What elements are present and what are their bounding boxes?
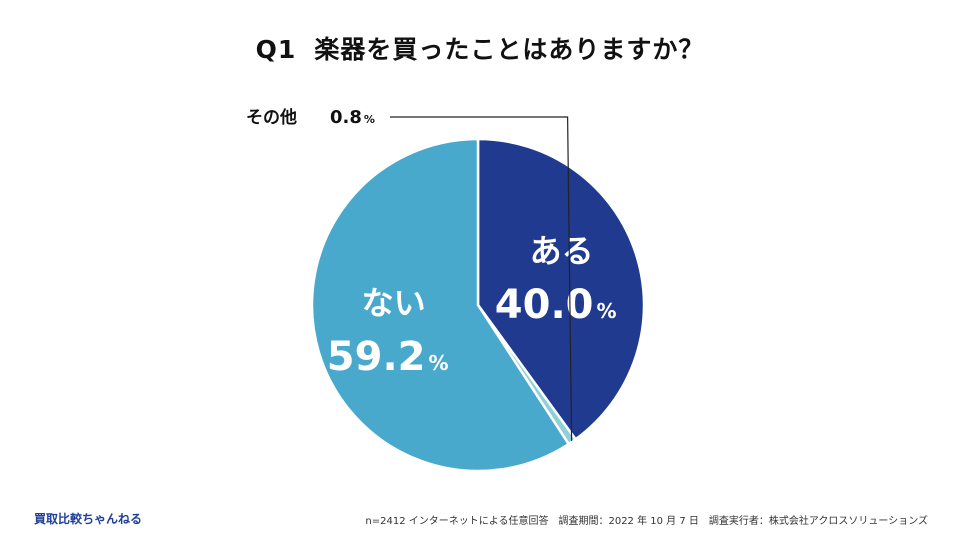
slice-label-1: ある bbox=[530, 232, 594, 270]
leader-line-2 bbox=[390, 116, 573, 441]
pie-slice-1 bbox=[476, 137, 646, 442]
brand-logo-text: 買取比較ちゃんねる bbox=[34, 512, 143, 526]
pie-slice-3 bbox=[310, 137, 571, 473]
slice-unit-1: % bbox=[597, 299, 617, 323]
slice-unit-3: % bbox=[428, 351, 448, 375]
slice-label-2: その他 bbox=[246, 107, 297, 128]
question-number: Q1 bbox=[255, 35, 297, 64]
question-text: 楽器を買ったことはありますか？ bbox=[314, 35, 705, 64]
survey-note: n=2412 インターネットによる任意回答 調査期間：2022 年 10 月 7… bbox=[365, 516, 928, 527]
slice-unit-2: % bbox=[364, 113, 375, 126]
slice-label-3: ない bbox=[362, 284, 426, 322]
slice-value-2: 0.8% bbox=[330, 107, 375, 128]
chart-title: Q1 楽器を買ったことはありますか？ bbox=[0, 30, 960, 66]
